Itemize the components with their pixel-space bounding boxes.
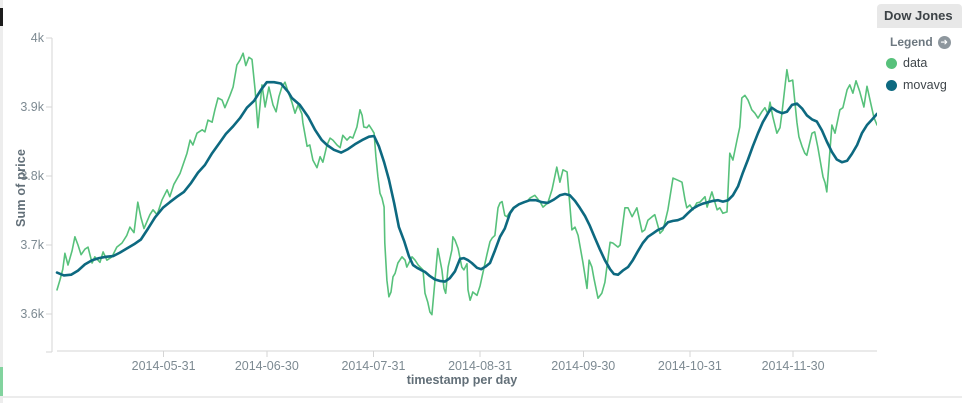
legend-swatch-data: [886, 57, 897, 69]
y-tick-label: 4k: [31, 31, 45, 45]
legend-item-data[interactable]: data: [877, 52, 962, 74]
y-tick-label: 3.9k: [20, 100, 44, 114]
legend-label: movavg: [903, 78, 947, 92]
series-line-data[interactable]: [56, 52, 878, 316]
x-axis-title: timestamp per day: [406, 373, 518, 387]
legend-toggle[interactable]: Legend ➜: [890, 35, 962, 49]
y-tick-label: 3.6k: [20, 307, 44, 321]
legend-items: data movavg: [877, 52, 962, 96]
y-tick-label: 3.7k: [20, 238, 44, 252]
x-tick-label: 2014-05-31: [132, 359, 196, 373]
legend-toggle-label: Legend: [890, 35, 933, 49]
y-axis-title: Sum of price: [14, 148, 28, 228]
x-tick-label: 2014-10-31: [658, 359, 722, 373]
legend-item-movavg[interactable]: movavg: [877, 74, 962, 96]
legend-swatch-movavg: [886, 79, 897, 91]
x-tick-label: 2014-06-30: [235, 359, 299, 373]
series-line-movavg[interactable]: [55, 80, 879, 283]
y-tick-label: 3.8k: [20, 169, 44, 183]
window-edge-artifact: [0, 8, 3, 26]
bottom-divider: [0, 396, 962, 398]
x-tick-label: 2014-07-31: [341, 359, 405, 373]
left-edge-strip: [0, 0, 3, 403]
arrow-right-circle-icon: ➜: [937, 35, 951, 49]
x-tick-label: 2014-11-30: [762, 359, 825, 373]
panel-title: Dow Jones: [877, 4, 962, 28]
legend-label: data: [903, 56, 928, 70]
x-tick-label: 2014-09-30: [551, 359, 615, 373]
adjacent-chart-sliver: [0, 367, 3, 397]
legend-panel: Dow Jones Legend ➜ data movavg: [877, 0, 962, 403]
x-tick-label: 2014-08-31: [448, 359, 512, 373]
